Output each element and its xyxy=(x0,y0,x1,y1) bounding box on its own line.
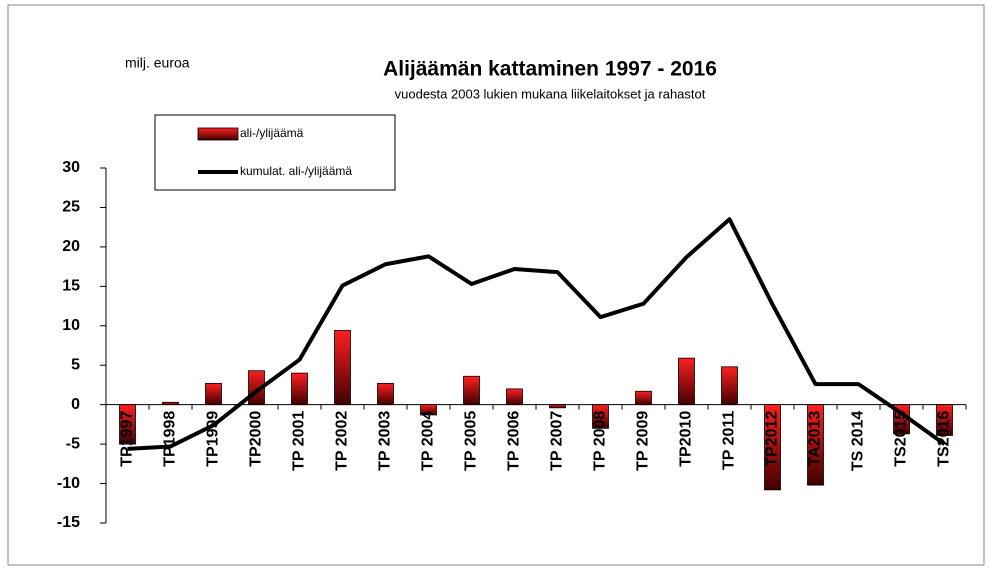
y-tick-label: -15 xyxy=(57,514,80,531)
y-tick-label: -5 xyxy=(66,435,80,452)
bar xyxy=(420,404,437,416)
bar xyxy=(764,404,781,491)
bar xyxy=(592,404,609,429)
x-tick-label: TS2016 xyxy=(936,411,953,467)
chart-title: Alijäämän kattaminen 1997 - 2016 xyxy=(383,58,717,81)
chart-subtitle: vuodesta 2003 lukien mukana liikelaitoks… xyxy=(395,86,706,101)
x-tick-label: TS 2014 xyxy=(850,411,867,472)
x-tick-label: TP 2005 xyxy=(463,411,480,471)
x-tick-label: TP 2011 xyxy=(721,411,738,470)
y-tick-label: 15 xyxy=(62,278,80,295)
x-tick-label: TS2015 xyxy=(893,411,910,467)
bar xyxy=(463,375,480,406)
x-tick-label: TP1998 xyxy=(162,411,179,467)
bar xyxy=(549,404,566,409)
x-tick-label: TP 2002 xyxy=(334,411,351,471)
bar xyxy=(162,401,179,406)
x-tick-label: TP2012 xyxy=(764,411,781,467)
x-tick-label: TP2000 xyxy=(248,411,265,467)
x-tick-label: TP 2007 xyxy=(549,411,566,471)
legend-label: kumulat. ali-/ylijäämä xyxy=(240,164,352,178)
x-tick-label: TP 2009 xyxy=(635,411,652,471)
y-tick-label: 0 xyxy=(71,396,80,413)
bar xyxy=(205,382,222,406)
x-tick-label: TP 2006 xyxy=(506,411,523,471)
y-tick-label: 25 xyxy=(62,199,80,216)
x-tick-label: TP2010 xyxy=(678,411,695,467)
x-tick-label: TP 2001 xyxy=(291,411,308,471)
line xyxy=(127,217,946,451)
x-tick-label: TA2013 xyxy=(807,411,824,467)
bar xyxy=(291,372,308,406)
bar xyxy=(119,404,136,445)
bar xyxy=(506,388,523,406)
y-tick-label: 20 xyxy=(62,238,80,255)
x-tick-label: TP1997 xyxy=(119,411,136,467)
x-tick-label: TP 2003 xyxy=(377,411,394,471)
legend-label: ali-/ylijäämä xyxy=(240,126,304,140)
legend xyxy=(154,114,396,191)
y-tick-label: -10 xyxy=(57,475,80,492)
bar xyxy=(678,357,695,406)
bar xyxy=(377,382,394,406)
frame xyxy=(7,4,985,566)
y-tick-label: 5 xyxy=(71,356,80,373)
bar xyxy=(807,404,824,486)
bar xyxy=(334,330,351,406)
bar xyxy=(936,404,953,436)
y-axis-label: milj. euroa xyxy=(125,55,190,71)
y-tick-label: 10 xyxy=(62,317,80,334)
x-tick-label: TP 2004 xyxy=(420,411,437,471)
bar xyxy=(635,390,652,406)
bar xyxy=(721,366,738,406)
x-tick-label: TP1999 xyxy=(205,411,222,467)
x-tick-label: TP 2008 xyxy=(592,411,609,471)
y-tick-label: 30 xyxy=(62,159,80,176)
legend-swatch xyxy=(197,127,239,141)
